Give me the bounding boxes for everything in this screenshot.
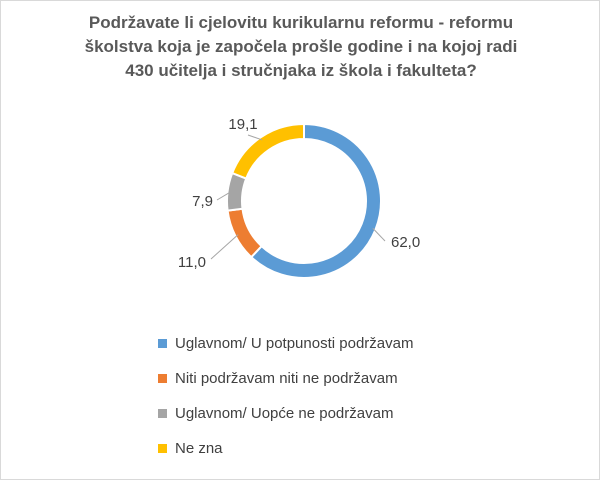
data-label-0: 62,0 (391, 234, 420, 251)
donut-slice-1 (226, 207, 263, 259)
leader-line-0 (372, 227, 386, 242)
legend-item-1: Niti podržavam niti ne podržavam (158, 368, 413, 388)
data-label-2: 7,9 (192, 193, 213, 210)
data-label-3: 19,1 (228, 116, 257, 133)
legend-label-1: Niti podržavam niti ne podržavam (175, 369, 398, 387)
chart-title-line-2: školstva koja je započela prošle godine … (84, 37, 518, 56)
legend-item-3: Ne zna (158, 438, 413, 458)
leader-line-1 (210, 234, 239, 260)
legend-label-3: Ne zna (175, 439, 223, 457)
legend-item-0: Uglavnom/ U potpunosti podržavam (158, 333, 413, 353)
legend-swatch-3 (158, 443, 167, 453)
legend-label-0: Uglavnom/ U potpunosti podržavam (175, 334, 414, 352)
legend-label-2: Uglavnom/ Uopće ne podržavam (175, 404, 394, 422)
chart-title: Podržavate li cjelovitu kurikularnu refo… (21, 11, 581, 83)
chart-title-line-1: Podržavate li cjelovitu kurikularnu refo… (88, 13, 514, 32)
legend-swatch-1 (158, 373, 167, 383)
legend-item-2: Uglavnom/ Uopće ne podržavam (158, 403, 413, 423)
chart-title-line-3: 430 učitelja i stručnjaka iz škola i fak… (125, 61, 477, 80)
leader-line-3 (247, 134, 263, 141)
chart-legend: Uglavnom/ U potpunosti podržavam Niti pod… (158, 333, 413, 473)
donut-slice-0 (249, 122, 382, 279)
legend-swatch-0 (158, 338, 167, 348)
legend-swatch-2 (158, 408, 167, 418)
donut-chart: 62,0 11,0 7,9 19,1 (178, 116, 420, 279)
leader-line-2 (216, 191, 231, 201)
data-label-1: 11,0 (178, 254, 206, 271)
donut-slice-3 (230, 122, 305, 180)
